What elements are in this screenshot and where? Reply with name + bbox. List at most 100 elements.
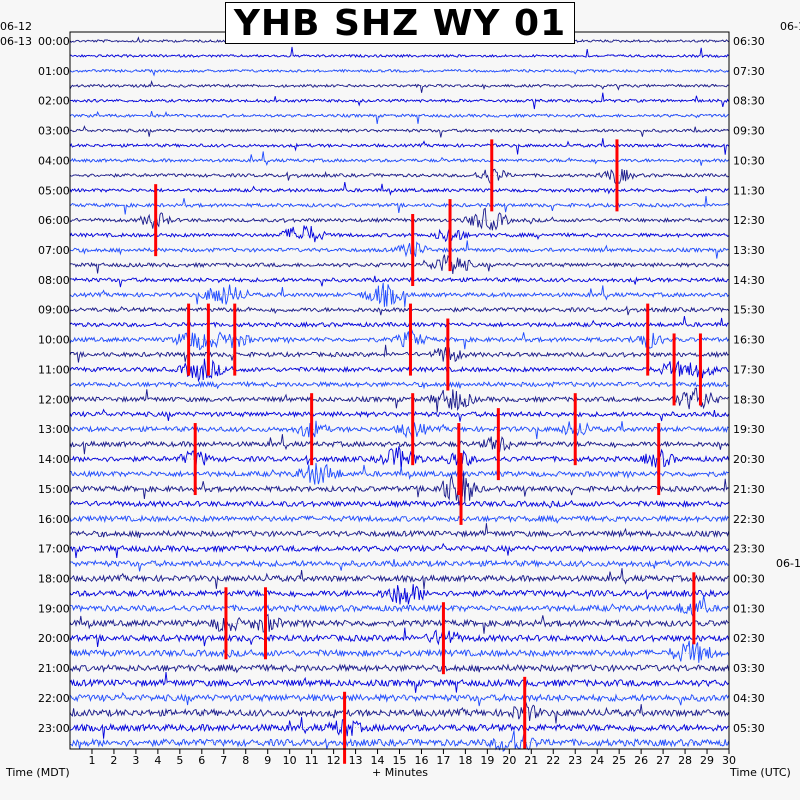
right-axis-label: Time (UTC) (730, 766, 791, 779)
left-hour-label: 10:00 (38, 334, 70, 347)
left-hour-label: 00:00 (38, 35, 70, 48)
seismic-trace (69, 80, 729, 93)
right-hour-label: 09:30 (733, 125, 765, 138)
left-hour-label: 12:00 (38, 393, 70, 406)
event-marker (646, 303, 650, 376)
seismic-trace (69, 559, 729, 572)
right-hour-label: 17:30 (733, 363, 765, 376)
seismic-trace (69, 110, 729, 124)
x-tick-label: 18 (458, 754, 472, 767)
x-tick-label: 3 (132, 754, 139, 767)
seismic-trace (69, 195, 730, 215)
left-hour-label: 19:00 (38, 602, 70, 615)
x-tick-label: 19 (480, 754, 494, 767)
seismic-trace (69, 542, 730, 559)
right-hour-labels: 06:30 07:30 08:30 09:30 10:30 11:30 12:30 13:30… (733, 35, 765, 735)
seismic-trace (69, 380, 729, 390)
event-marker (224, 587, 228, 660)
seismic-trace (70, 595, 730, 618)
seismic-trace (69, 182, 729, 196)
x-tick-label: 13 (349, 754, 363, 767)
left-hour-label: 03:00 (38, 125, 70, 138)
right-hour-label: 03:30 (733, 662, 765, 675)
right-date-first: 06-1 (780, 20, 800, 33)
x-tick-label: 29 (700, 754, 714, 767)
seismic-trace (69, 328, 730, 351)
seismic-trace (69, 207, 730, 231)
event-marker (459, 452, 463, 525)
left-hour-label: 16:00 (38, 513, 70, 526)
seismic-trace (69, 691, 730, 707)
right-hour-label: 10:30 (733, 154, 765, 167)
x-tick-label: 15 (393, 754, 407, 767)
x-tick-label: 2 (110, 754, 117, 767)
right-hour-label: 18:30 (733, 393, 765, 406)
left-axis-label: Time (MDT) (6, 766, 70, 779)
x-tick-label: 16 (414, 754, 428, 767)
event-marker (448, 199, 452, 272)
seismic-trace (69, 640, 730, 663)
right-hour-label: 02:30 (733, 632, 765, 645)
left-date-current: 06-13 (0, 35, 32, 48)
seismic-trace (69, 663, 730, 674)
left-hour-label: 01:00 (38, 65, 70, 78)
x-tick-label: 12 (327, 754, 341, 767)
x-tick-label: 6 (198, 754, 205, 767)
event-marker (187, 303, 191, 376)
event-marker (457, 423, 461, 496)
seismic-trace (69, 702, 730, 724)
seismic-trace (69, 344, 730, 363)
x-tick-label: 22 (546, 754, 560, 767)
event-marker (496, 408, 500, 481)
event-marker (408, 303, 412, 376)
x-axis-label: + Minutes (372, 766, 429, 779)
event-marker (441, 602, 445, 675)
trace-rows (69, 35, 730, 752)
seismic-trace (69, 316, 729, 329)
seismic-trace (69, 434, 730, 455)
x-tick-label: 4 (154, 754, 161, 767)
seismic-trace (69, 358, 730, 383)
seismic-trace (69, 305, 730, 316)
left-date-prev: 06-12 (0, 20, 32, 33)
right-hour-label: 05:30 (733, 722, 765, 735)
right-hour-label: 16:30 (733, 334, 765, 347)
left-hour-label: 23:00 (38, 722, 70, 735)
seismic-trace (69, 523, 730, 538)
left-hour-label: 13:00 (38, 423, 70, 436)
x-tick-label: 9 (264, 754, 271, 767)
seismic-trace (69, 282, 730, 307)
seismic-trace (70, 275, 729, 288)
right-hour-label: 06:30 (733, 35, 765, 48)
right-hour-label: 04:30 (733, 692, 765, 705)
x-tick-label: 14 (371, 754, 385, 767)
x-tick-label: 1 (88, 754, 95, 767)
event-marker (206, 303, 210, 376)
x-tick-label: 21 (524, 754, 538, 767)
event-marker (154, 184, 158, 257)
left-hour-label: 05:00 (38, 184, 70, 197)
event-marker (657, 423, 661, 496)
right-hour-label: 00:30 (733, 572, 765, 585)
seismic-trace (69, 473, 730, 506)
right-hour-label: 01:30 (733, 602, 765, 615)
left-hour-label: 18:00 (38, 572, 70, 585)
right-hour-label: 19:30 (733, 423, 765, 436)
right-hour-label: 13:30 (733, 244, 765, 257)
right-hour-label: 15:30 (733, 304, 765, 317)
left-hour-label: 22:00 (38, 692, 70, 705)
seismic-trace (69, 717, 730, 739)
seismic-trace (70, 92, 730, 110)
event-marker (573, 393, 577, 466)
left-hour-label: 02:00 (38, 95, 70, 108)
seismic-trace (69, 408, 730, 422)
seismic-trace (69, 125, 730, 138)
event-marker (193, 423, 197, 496)
seismic-trace (69, 499, 730, 509)
right-hour-label: 23:30 (733, 543, 765, 556)
event-marker (692, 572, 696, 645)
seismic-trace (69, 151, 730, 167)
left-hour-label: 07:00 (38, 244, 70, 257)
